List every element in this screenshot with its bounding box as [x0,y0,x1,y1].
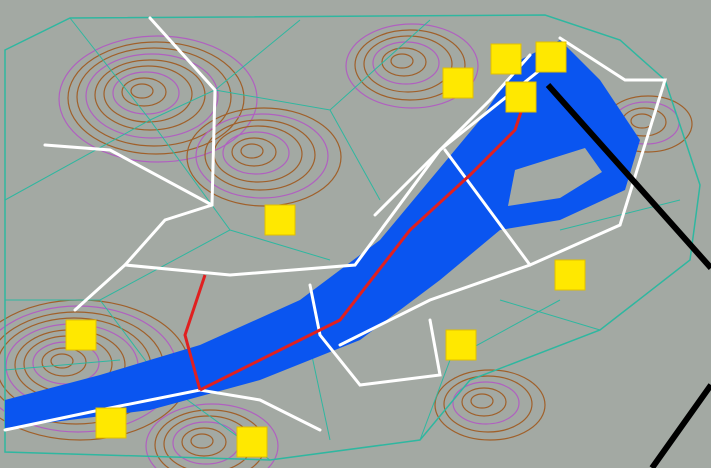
contour [222,131,290,175]
contour [470,393,494,409]
contour [186,107,342,207]
marker [505,81,537,113]
river-island [508,148,602,206]
contour [112,71,180,115]
marker [554,259,586,291]
contour [130,83,154,99]
marker [442,67,474,99]
contour [434,369,546,441]
marker [95,407,127,439]
contour [121,77,167,107]
contour [195,113,329,199]
section-line [338,36,668,347]
section-line [73,16,217,312]
section-line [123,68,542,277]
contour [461,387,507,417]
thalweg [183,84,532,392]
contour [50,353,74,369]
marker [445,329,477,361]
section-line [443,148,532,267]
contour [354,29,466,101]
contour [58,35,258,163]
contour [145,403,279,468]
contour [452,381,520,425]
contour [85,53,219,139]
contour [41,347,87,377]
contour [345,23,479,109]
contour [363,35,453,93]
section-line [308,283,442,387]
contour [190,433,214,449]
marker [490,43,522,75]
contour [443,375,533,433]
contour [204,119,316,191]
markers [65,41,586,458]
marker [65,319,97,351]
contour-lines [0,23,693,468]
contour [181,427,227,457]
contour [67,41,245,155]
section-line [43,143,214,207]
marker [264,204,296,236]
contour [76,47,232,147]
contour [103,65,193,123]
contour [381,47,427,77]
marker [535,41,567,73]
contour [390,53,414,69]
river [5,40,640,428]
marker [236,426,268,458]
contour [231,137,277,167]
cut-line [545,83,711,468]
contour [240,143,264,159]
